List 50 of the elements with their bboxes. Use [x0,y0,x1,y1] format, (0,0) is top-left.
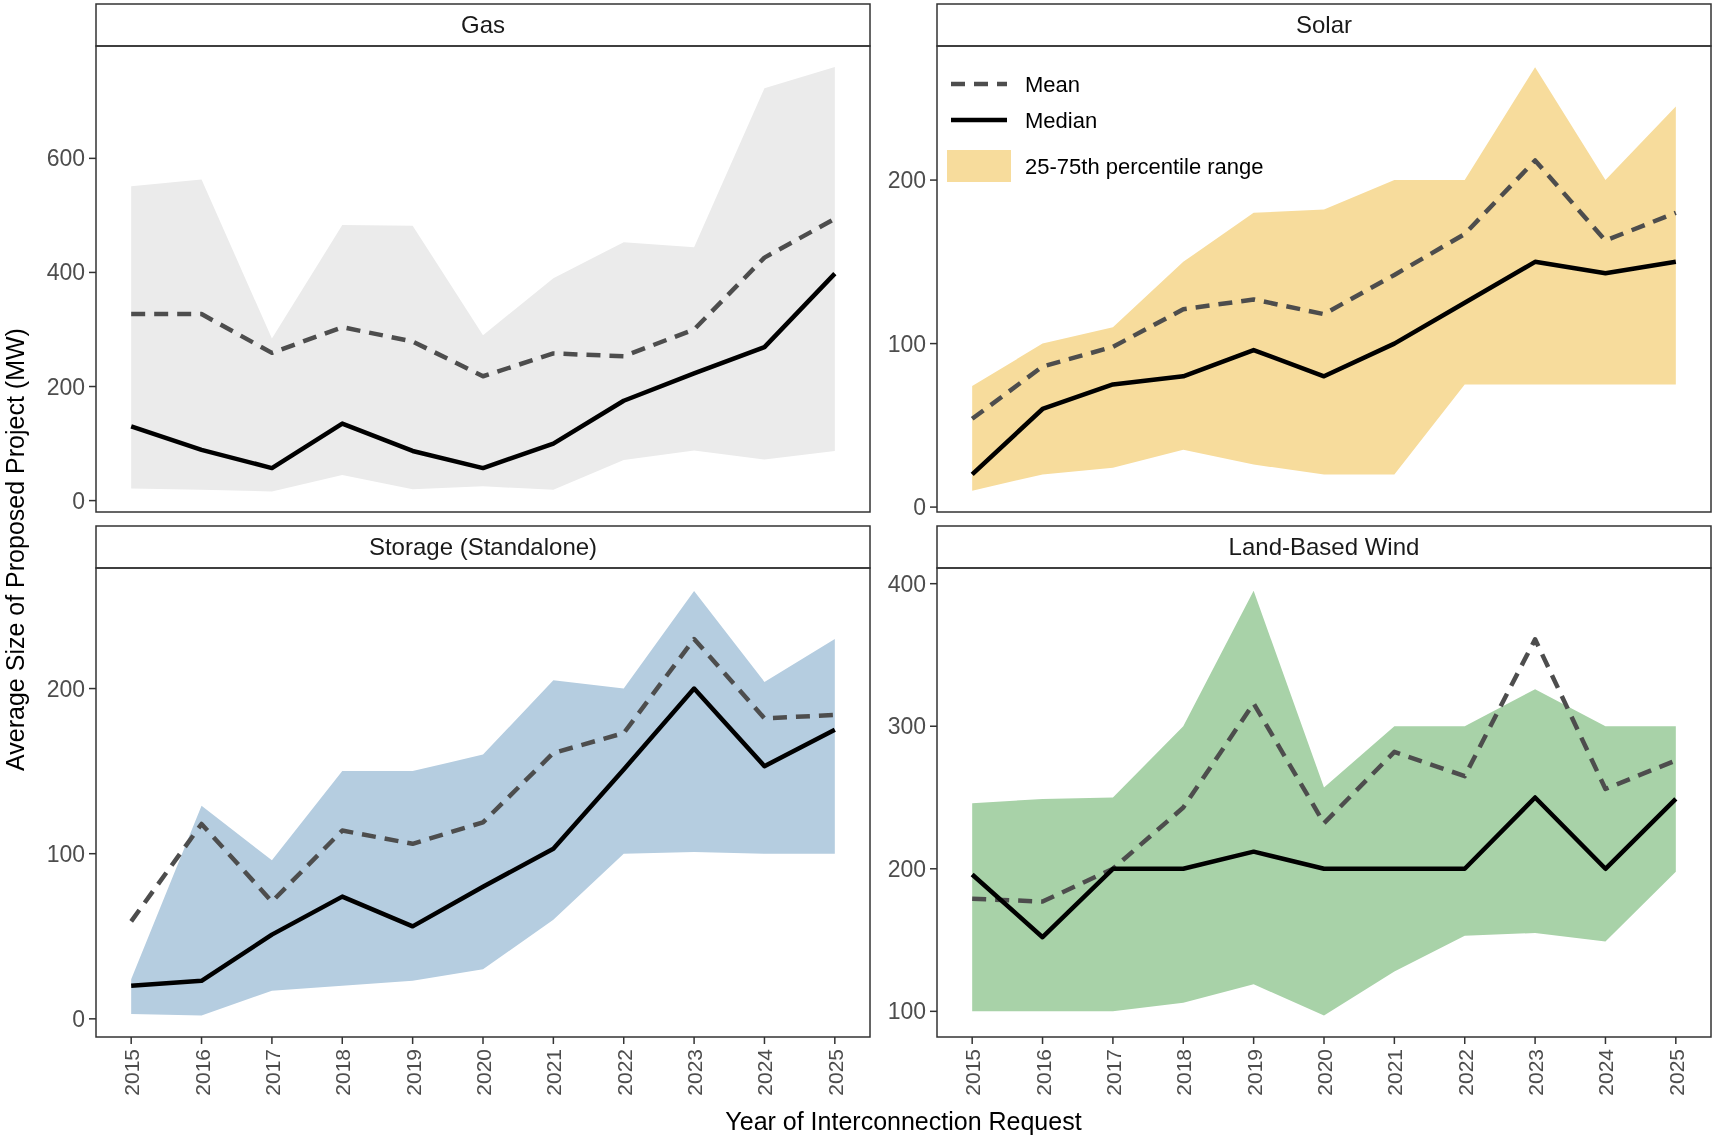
x-tick-label: 2018 [331,1049,355,1096]
line-series [128,686,838,989]
y-tick-label: 100 [46,840,85,867]
y-tick-label: 600 [46,145,85,172]
y-tick-label: 100 [887,998,926,1025]
y-tick-label: 200 [887,855,926,882]
x-tick-label: 2020 [1313,1049,1336,1096]
line-series [969,158,1679,422]
y-tick-label: 400 [46,259,85,286]
y-tick-label: 0 [913,494,926,521]
x-tick-label: 2023 [683,1049,707,1096]
x-tick-label: 2019 [401,1049,425,1096]
x-tick-label: 2025 [1664,1049,1688,1096]
chart-title: Land-Based Wind [1228,533,1420,560]
x-tick-label: 2021 [1383,1049,1407,1096]
x-tick-label: 2018 [1172,1049,1196,1096]
line-series [969,259,1679,477]
line-series [969,795,1679,940]
y-tick-label: 0 [72,487,85,514]
x-tick-label: 2024 [753,1048,777,1096]
x-tick-label: 2017 [1101,1049,1125,1096]
x-tick-label: 2015 [120,1049,144,1096]
y-tick-label: 400 [887,570,926,597]
x-axis-title: Year of Interconnection Request [725,1107,1082,1135]
x-tick-label: 2015 [961,1049,985,1096]
y-tick-label: 200 [887,167,926,194]
chart-title: Gas [460,11,506,38]
x-tick-label: 2023 [1524,1049,1548,1096]
y-tick-label: 0 [72,1005,85,1032]
y-tick-label: 300 [887,713,926,740]
x-tick-label: 2020 [472,1049,495,1096]
legend-label: Median [1025,108,1098,133]
x-tick-label: 2022 [612,1049,636,1096]
y-tick-label: 200 [46,675,85,702]
x-tick-label: 2021 [542,1049,566,1096]
x-tick-label: 2016 [1031,1049,1055,1096]
chart-title: Solar [1295,11,1353,38]
x-tick-label: 2016 [190,1049,214,1096]
x-tick-label: 2024 [1594,1048,1618,1096]
y-axis-title: Average Size of Proposed Project (MW) [1,328,29,771]
x-tick-label: 2025 [823,1049,847,1096]
line-series [128,271,838,471]
y-tick-label: 200 [46,373,85,400]
x-tick-label: 2022 [1453,1049,1477,1096]
legend-label: Mean [1025,72,1081,97]
annotation: 25-75th percentile range [1025,154,1264,179]
chart-title: Storage (Standalone) [368,533,598,560]
y-tick-label: 100 [887,330,926,357]
x-tick-label: 2019 [1242,1049,1266,1096]
x-tick-label: 2017 [260,1049,284,1096]
